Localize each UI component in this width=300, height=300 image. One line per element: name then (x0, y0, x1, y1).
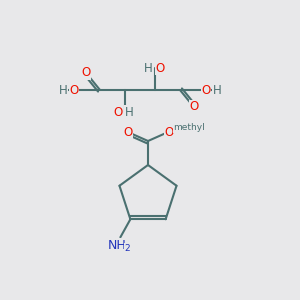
Text: NH: NH (108, 239, 127, 252)
Text: methyl: methyl (173, 124, 205, 133)
Text: O: O (113, 106, 123, 118)
Text: O: O (123, 125, 133, 139)
Text: H: H (213, 83, 221, 97)
Text: O: O (155, 61, 165, 74)
Text: 2: 2 (124, 244, 130, 253)
Text: O: O (201, 83, 211, 97)
Text: O: O (69, 83, 79, 97)
Text: O: O (81, 67, 91, 80)
Text: H: H (144, 61, 152, 74)
Text: H: H (124, 106, 134, 118)
Text: O: O (164, 125, 174, 139)
Text: O: O (189, 100, 199, 113)
Text: H: H (58, 83, 68, 97)
